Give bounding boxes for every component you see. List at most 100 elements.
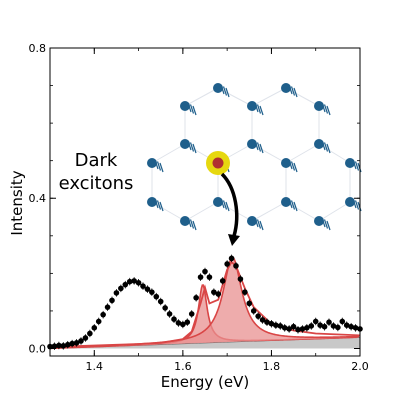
data-point: [188, 311, 195, 317]
data-point: [64, 341, 71, 348]
molecule: [247, 101, 264, 116]
molecule: [314, 216, 331, 231]
lattice-bond: [217, 87, 253, 107]
data-point: [60, 343, 67, 349]
data-point: [180, 321, 186, 328]
data-point: [290, 323, 297, 330]
data-point: [153, 293, 160, 300]
data-point: [206, 274, 213, 280]
data-point: [246, 300, 253, 307]
y-tick-label: 0.0: [29, 342, 47, 355]
data-point: [259, 317, 266, 323]
data-point: [104, 304, 111, 310]
plot-frame: [49, 47, 361, 357]
x-axis-label: Energy (eV): [161, 373, 249, 391]
data-point: [166, 311, 173, 317]
data-point: [109, 297, 115, 304]
data-point: [299, 326, 306, 332]
data-point: [255, 313, 261, 319]
arrow-shaft: [220, 172, 239, 237]
data-point: [51, 343, 58, 350]
molecule: [281, 83, 298, 98]
data-point: [326, 319, 332, 325]
fit-component-fill-2: [77, 257, 360, 348]
y-tick-label: 0.4: [29, 192, 47, 205]
highlight-molecule: [212, 157, 224, 169]
molecule: [345, 158, 362, 173]
lattice-inset: [147, 83, 362, 231]
data-point: [343, 322, 350, 329]
data-point: [228, 255, 235, 262]
data-point: [348, 323, 354, 330]
arrow-head: [228, 234, 240, 246]
data-point: [312, 318, 319, 325]
data-point: [73, 340, 80, 346]
data-point: [157, 298, 164, 305]
molecule: [180, 101, 197, 116]
molecule: [213, 83, 230, 98]
data-point: [87, 330, 93, 337]
data-point: [82, 335, 89, 341]
plot-area: 1.4 1.6 1.8 2.0 0.0 0.4 0.8: [29, 42, 369, 373]
lattice-bond: [151, 143, 186, 164]
data-point: [144, 286, 151, 292]
x-tick-label: 1.4: [86, 360, 104, 373]
data-point: [193, 294, 199, 301]
molecule: [281, 158, 298, 173]
lattice-bond: [285, 143, 320, 164]
data-point: [171, 316, 177, 322]
data-point: [352, 325, 359, 331]
data-point: [95, 318, 102, 325]
molecule: [180, 139, 197, 154]
lattice-bond: [251, 201, 287, 222]
data-point: [224, 261, 230, 267]
data-point: [175, 320, 182, 326]
data-point: [135, 279, 142, 286]
data-point: [273, 322, 279, 329]
molecule: [213, 197, 230, 212]
lattice-bond: [251, 87, 287, 107]
data-point: [304, 325, 310, 331]
molecule: [247, 139, 264, 154]
data-point: [69, 340, 75, 347]
lattice-bond: [184, 201, 219, 222]
data-point: [295, 326, 301, 333]
data-point: [242, 289, 248, 295]
data-point: [100, 311, 106, 318]
data-point: [233, 263, 239, 269]
data-point: [197, 274, 204, 280]
annotation-line-2: excitons: [59, 173, 134, 194]
x-tick-label: 1.6: [174, 360, 192, 373]
data-point: [126, 278, 133, 285]
data-point: [286, 326, 292, 332]
annotation-line-1: Dark: [75, 150, 118, 171]
data-point: [281, 325, 288, 331]
data-point: [277, 323, 284, 329]
data-point: [202, 268, 208, 275]
data-point: [56, 342, 62, 349]
data-point: [211, 289, 217, 295]
data-point: [237, 276, 244, 282]
y-tick-label: 0.8: [29, 42, 47, 55]
molecule: [180, 216, 197, 231]
data-point: [149, 289, 155, 295]
fit-component-fill-1: [50, 285, 358, 349]
data-point: [140, 283, 146, 289]
lattice-bond: [318, 201, 351, 222]
data-point: [91, 325, 98, 331]
data-point: [219, 278, 226, 284]
y-axis-label: Intensity: [8, 170, 26, 235]
data-point: [113, 290, 120, 296]
molecule: [345, 197, 362, 212]
x-tick-label: 2.0: [351, 360, 369, 373]
molecule: [314, 101, 331, 116]
data-point: [321, 323, 328, 330]
data-point: [162, 305, 168, 311]
data-point: [78, 338, 84, 344]
data-point: [118, 285, 124, 292]
data-point: [131, 278, 137, 284]
data-point: [339, 318, 346, 325]
data-point: [122, 281, 129, 288]
lattice-bond: [184, 87, 219, 107]
